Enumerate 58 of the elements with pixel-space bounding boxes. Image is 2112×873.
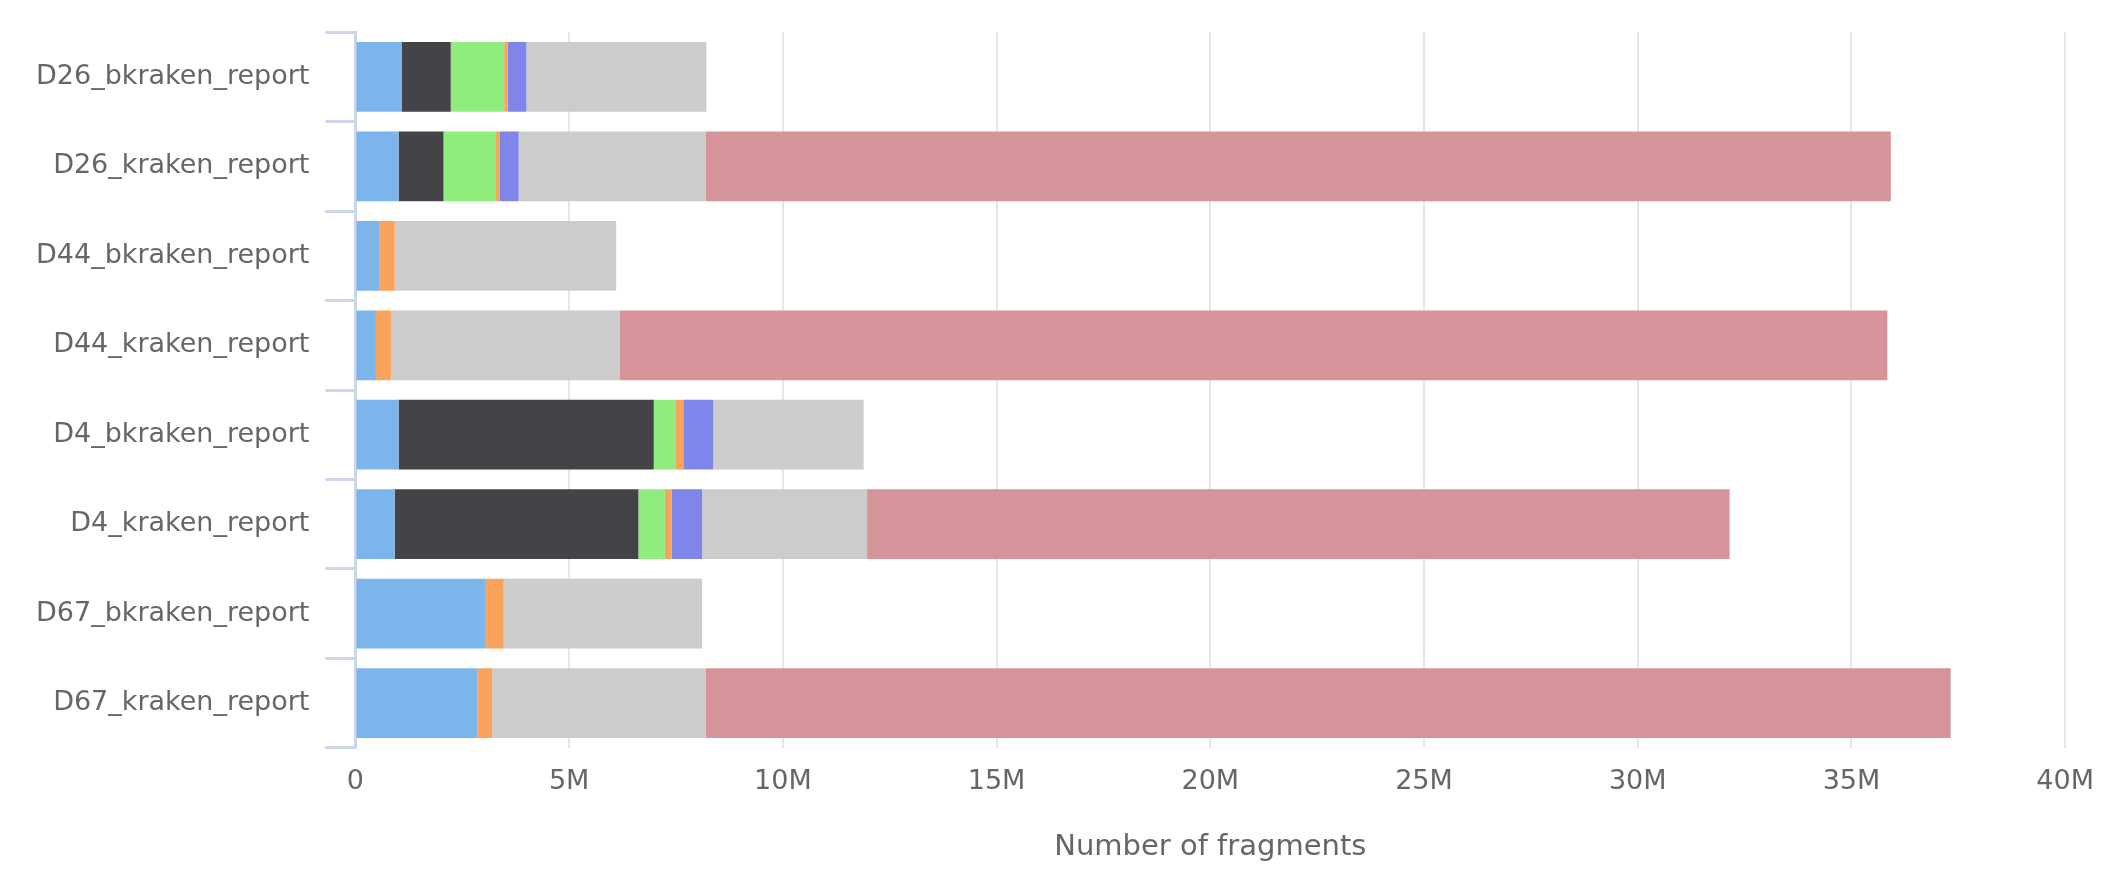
bar — [664, 489, 672, 560]
bar — [518, 131, 706, 202]
bar — [379, 220, 395, 291]
x-tick-label: 10M — [754, 764, 812, 796]
bar — [867, 489, 1730, 560]
bar — [492, 668, 706, 738]
bar — [705, 668, 1951, 738]
x-tick-label: 20M — [1181, 764, 1240, 796]
x-axis-title: Number of fragments — [1054, 828, 1367, 863]
y-tick-label: D4_bkraken_report — [53, 416, 310, 448]
bar — [503, 578, 703, 649]
bar — [356, 310, 376, 381]
bar — [526, 42, 707, 112]
x-tick-label: 35M — [1822, 764, 1881, 796]
y-tick-label: D44_kraken_report — [53, 327, 310, 359]
x-tick-label: 30M — [1608, 764, 1667, 796]
x-tick-label: 0 — [346, 764, 365, 796]
bar — [356, 220, 380, 291]
y-tick-label: D26_bkraken_report — [35, 58, 310, 90]
y-tick-label: D4_kraken_report — [70, 506, 310, 538]
bar — [390, 310, 621, 381]
bar — [356, 42, 403, 112]
bar — [402, 42, 451, 112]
bar — [620, 310, 1888, 381]
y-tick-label: D67_kraken_report — [53, 685, 310, 717]
bar — [504, 42, 508, 112]
bar — [702, 489, 868, 560]
bar — [356, 578, 485, 649]
bar — [653, 399, 677, 470]
bar — [394, 489, 639, 560]
bar — [705, 131, 1891, 202]
x-tick-label: 5M — [548, 764, 590, 796]
y-tick-label: D26_kraken_report — [53, 148, 310, 180]
bar — [356, 668, 478, 738]
bar — [450, 42, 505, 112]
bar — [499, 131, 519, 202]
bar — [477, 668, 493, 738]
bar — [671, 489, 703, 560]
x-tick-label: 15M — [967, 764, 1026, 796]
bar — [638, 489, 665, 560]
bar — [398, 399, 654, 470]
y-tick-label: D44_bkraken_report — [35, 237, 310, 269]
bar — [676, 399, 684, 470]
x-tick-label: 25M — [1395, 764, 1453, 796]
bar — [375, 310, 391, 381]
bar — [356, 489, 395, 560]
bar — [713, 399, 864, 470]
bar — [507, 42, 527, 112]
bar — [394, 220, 617, 291]
bar — [484, 578, 504, 649]
bar — [356, 131, 399, 202]
x-tick-label: 40M — [2036, 764, 2094, 796]
bar — [356, 399, 399, 470]
y-tick-label: D67_bkraken_report — [35, 595, 310, 627]
bar — [496, 131, 500, 202]
bar — [443, 131, 497, 202]
bar — [398, 131, 444, 202]
bar — [683, 399, 714, 470]
